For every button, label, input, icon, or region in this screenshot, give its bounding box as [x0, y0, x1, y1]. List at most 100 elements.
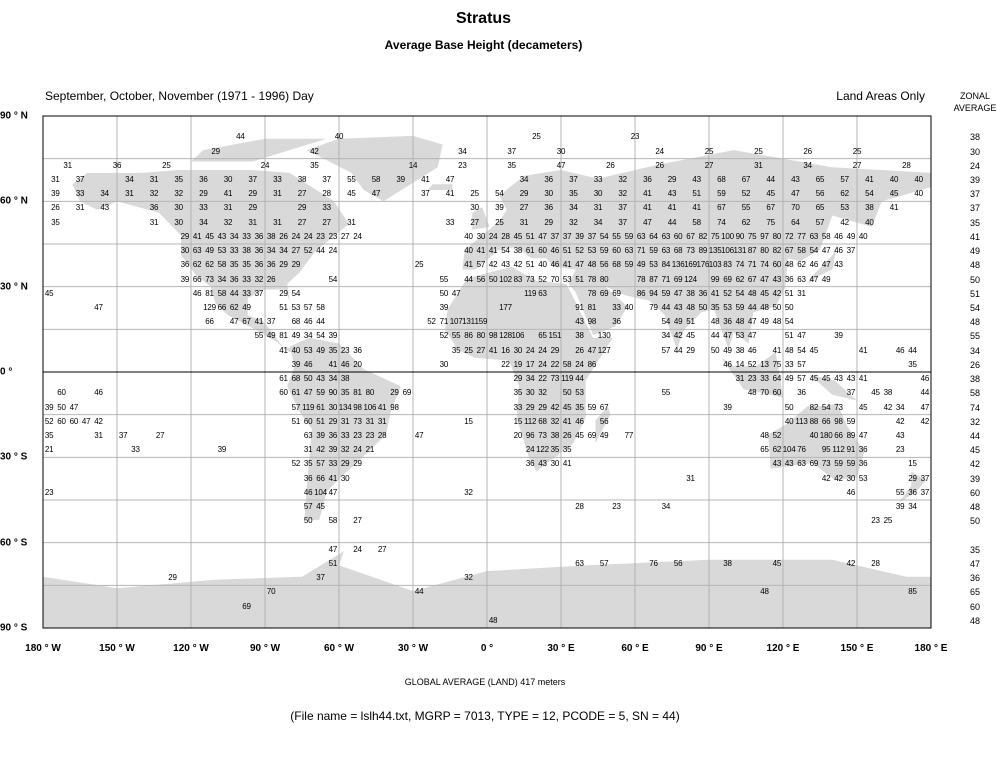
cell-value: 48 [760, 587, 769, 597]
cell-value: 55 [254, 331, 264, 341]
cell-value: 55 [451, 331, 461, 341]
cell-value: 122 [536, 445, 549, 455]
cell-value: 58 [316, 303, 325, 312]
zonal-average-value: 41 [969, 231, 980, 242]
cell-value: 19 [513, 359, 523, 369]
cell-value: 70 [550, 274, 560, 284]
cell-value: 57 [599, 559, 609, 568]
cell-value: 35 [562, 445, 572, 455]
cell-value: 37 [846, 246, 856, 256]
cell-value: 38 [550, 431, 560, 440]
cell-value: 24 [328, 246, 338, 256]
cell-value: 60 [673, 231, 683, 241]
cell-value: 31 [149, 175, 159, 184]
cell-value: 60 [772, 388, 782, 398]
cell-value: 24 [291, 231, 301, 241]
cell-value: 62 [735, 274, 745, 284]
cell-value: 17 [525, 359, 535, 369]
zonal-average-value: 58 [969, 388, 980, 399]
land-mass [807, 244, 838, 284]
cell-value: 39 [439, 303, 449, 312]
cell-value: 82 [698, 231, 708, 241]
cell-value: 30 [340, 473, 350, 483]
zonal-average-value: 65 [969, 587, 980, 598]
cell-value: 33 [513, 402, 523, 412]
lon-tick-label: 90 ° E [695, 643, 723, 654]
cell-value: 33 [242, 288, 251, 298]
cell-value: 41 [562, 416, 572, 426]
cell-value: 35 [575, 402, 584, 412]
cell-value: 28 [575, 502, 584, 512]
cell-value: 45 [316, 502, 325, 512]
lat-tick-label: 30 ° S [0, 451, 28, 463]
cell-value: 70 [760, 388, 769, 398]
cell-value: 54 [797, 345, 806, 355]
cell-value: 112 [524, 416, 537, 426]
cell-value: 23 [44, 487, 54, 497]
cell-value: 36 [723, 317, 732, 327]
cell-value: 30 [556, 146, 566, 156]
cell-value: 35 [44, 431, 54, 440]
cell-value: 71 [661, 274, 671, 284]
cell-value: 37 [507, 146, 516, 156]
cell-value: 47 [556, 160, 566, 170]
land-mass [462, 150, 931, 350]
cell-value: 40 [914, 189, 923, 199]
cell-value: 135 [708, 246, 722, 256]
cell-value: 36 [266, 260, 276, 270]
cell-value: 60 [279, 388, 288, 398]
cell-value: 57 [476, 260, 486, 270]
cell-value: 30 [180, 246, 190, 256]
cell-value: 41 [858, 374, 868, 384]
cell-value: 43 [692, 175, 701, 184]
cell-value: 45 [809, 374, 819, 384]
cell-value: 46 [723, 359, 732, 369]
cell-value: 54 [501, 246, 510, 256]
lon-tick-label: 90 ° W [249, 643, 281, 654]
cell-value: 51 [328, 559, 338, 568]
cell-value: 31 [273, 189, 282, 199]
cell-value: 69 [599, 288, 609, 298]
cell-value: 106 [511, 331, 525, 341]
cell-value: 84 [661, 260, 671, 270]
cell-value: 45 [686, 331, 695, 341]
cell-value: 41 [421, 175, 430, 184]
cell-value: 29 [390, 388, 399, 398]
cell-value: 76 [797, 445, 806, 455]
cell-value: 31 [735, 374, 745, 384]
cell-value: 130 [597, 331, 611, 341]
cell-value: 37 [618, 217, 627, 227]
cell-value: 29 [353, 459, 362, 469]
cell-value: 78 [587, 274, 597, 284]
cell-value: 75 [747, 231, 757, 241]
zonal-average-value: 54 [969, 303, 980, 313]
cell-value: 42 [846, 559, 856, 568]
cell-value: 45 [889, 189, 899, 199]
cell-value: 34 [125, 175, 134, 184]
cell-value: 63 [797, 459, 806, 469]
cell-value: 32 [340, 445, 350, 455]
cell-value: 60 [538, 246, 547, 256]
cell-value: 23 [871, 516, 880, 526]
cell-value: 30 [174, 217, 183, 227]
cell-value: 41 [464, 260, 473, 270]
cell-value: 61 [291, 388, 301, 398]
cell-value: 50 [710, 345, 720, 355]
cell-value: 25 [495, 217, 504, 227]
cell-value: 33 [273, 175, 282, 184]
cell-value: 47 [328, 544, 338, 554]
cell-value: 45 [44, 288, 54, 298]
cell-value: 60 [303, 416, 313, 426]
cell-value: 71 [636, 246, 646, 256]
cell-value: 113 [795, 416, 808, 426]
lon-tick-label: 60 ° E [621, 643, 649, 654]
cell-value: 41 [192, 231, 202, 241]
cell-value: 31 [686, 473, 695, 483]
cell-value: 37 [550, 231, 560, 241]
cell-value: 73 [525, 274, 535, 284]
cell-value: 65 [538, 331, 547, 341]
cell-value: 36 [544, 175, 553, 184]
cell-value: 25 [883, 516, 893, 526]
cell-value: 78 [587, 288, 597, 298]
cell-value: 29 [297, 203, 307, 213]
